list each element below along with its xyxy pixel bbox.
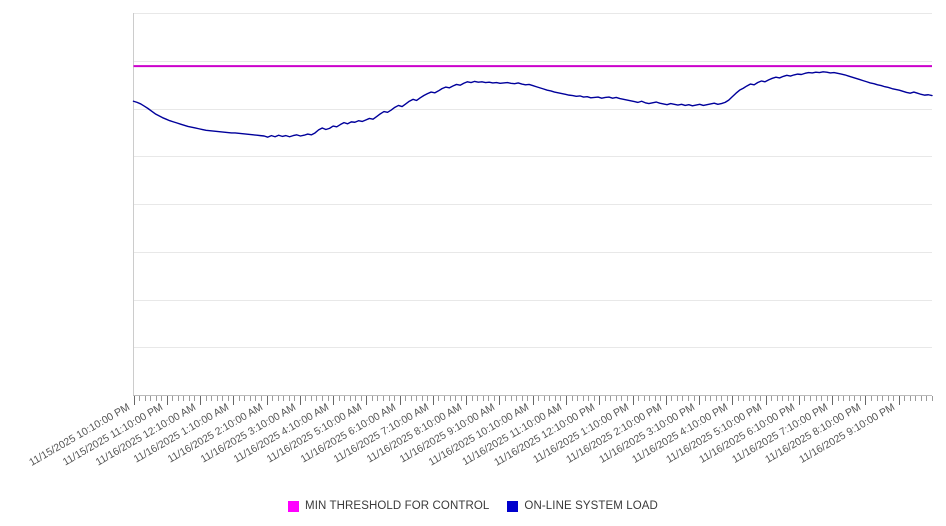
- legend-item-online-system-load[interactable]: ON-LINE SYSTEM LOAD: [507, 500, 658, 512]
- chart-legend: MIN THRESHOLD FOR CONTROL ON-LINE SYSTEM…: [0, 494, 946, 518]
- legend-swatch-icon: [507, 500, 519, 512]
- legend-item-min-threshold[interactable]: MIN THRESHOLD FOR CONTROL: [288, 500, 489, 512]
- online-system-load-series-line: [132, 71, 933, 138]
- gridlines: [133, 13, 932, 396]
- legend-swatch-icon: [288, 500, 300, 512]
- axis-lines: [133, 13, 932, 396]
- x-axis-major-ticks: [134, 396, 900, 405]
- legend-label-online-system-load: ON-LINE SYSTEM LOAD: [524, 500, 658, 512]
- legend-label-min-threshold: MIN THRESHOLD FOR CONTROL: [305, 500, 490, 512]
